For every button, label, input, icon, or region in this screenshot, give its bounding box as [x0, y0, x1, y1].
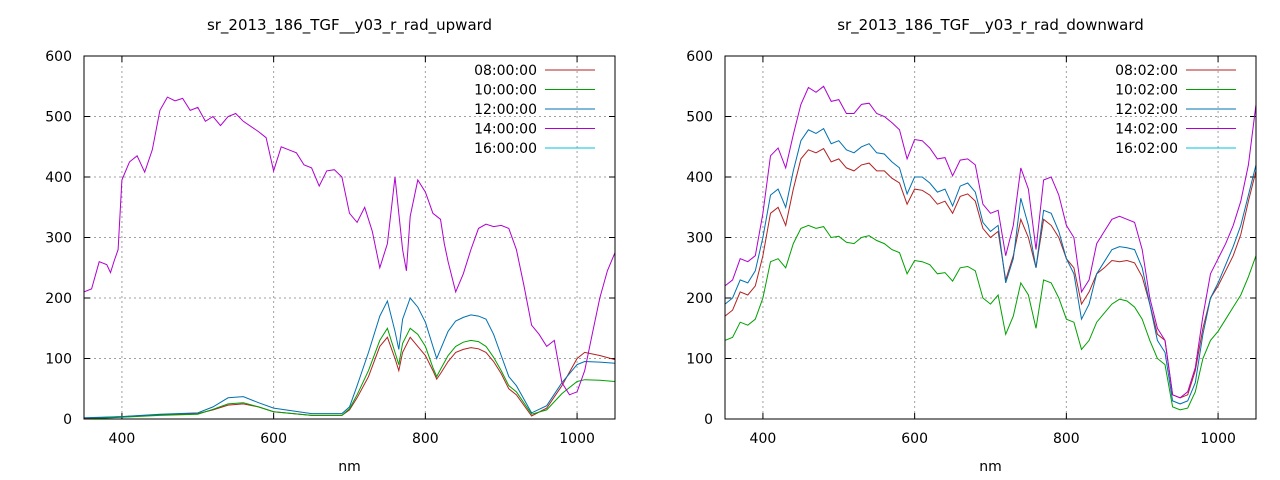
- x-tick-label: 800: [412, 431, 439, 447]
- chart-panel-1: sr_2013_186_TGF__y03_r_rad_upward 400 600 8…: [45, 16, 616, 475]
- y-tick-label: 600: [686, 49, 713, 65]
- y-tick-label: 500: [45, 110, 72, 126]
- x-tick-label: 1000: [1200, 431, 1236, 447]
- legend-label: 16:02:00: [1115, 141, 1178, 157]
- series-group: [84, 96, 615, 419]
- plot-frame: [83, 55, 616, 420]
- series-line-12-02-00: [725, 127, 1256, 405]
- series-line-14-02-00: [725, 85, 1256, 399]
- series-line-12-00-00: [84, 297, 615, 419]
- y-tick-label: 100: [686, 352, 713, 368]
- y-tick-label: 300: [686, 231, 713, 247]
- chart-panel-2: sr_2013_186_TGF__y03_r_rad_downward 400 60…: [686, 16, 1257, 475]
- y-tick-label: 100: [45, 352, 72, 368]
- x-tick-label: 800: [1053, 431, 1080, 447]
- chart-title: sr_2013_186_TGF__y03_r_rad_downward: [837, 16, 1144, 35]
- series-line-08-02-00: [725, 147, 1256, 399]
- legend-label: 10:02:00: [1115, 83, 1178, 99]
- x-tick-label: 600: [260, 431, 287, 447]
- y-tick-label: 200: [45, 291, 72, 307]
- y-tick-label: 200: [686, 291, 713, 307]
- plot-frame: [724, 55, 1257, 420]
- y-tick-label: 600: [45, 49, 72, 65]
- series-line-14-00-00: [84, 96, 615, 396]
- legend-label: 12:02:00: [1115, 102, 1178, 118]
- y-tick-label: 400: [45, 170, 72, 186]
- x-axis-label: nm: [979, 459, 1002, 475]
- legend-label: 14:00:00: [474, 122, 537, 138]
- x-tick-label: 400: [109, 431, 136, 447]
- series-line-10-02-00: [725, 224, 1256, 411]
- legend-label: 10:00:00: [474, 83, 537, 99]
- legend-label: 08:02:00: [1115, 63, 1178, 79]
- x-tick-label: 400: [750, 431, 777, 447]
- y-tick-label: 0: [63, 412, 72, 428]
- x-axis-label: nm: [338, 459, 361, 475]
- legend: 08:00:00 10:00:00 12:00:00 14:00:00 16:00:00: [474, 63, 595, 157]
- legend: 08:02:00 10:02:00 12:02:00 14:02:00 16:02:00: [1115, 63, 1236, 157]
- x-tick-label: 600: [901, 431, 928, 447]
- series-line-10-00-00: [84, 327, 615, 419]
- series-group: [725, 85, 1256, 411]
- legend-label: 08:00:00: [474, 63, 537, 79]
- chart-title: sr_2013_186_TGF__y03_r_rad_upward: [207, 16, 492, 35]
- y-tick-label: 500: [686, 110, 713, 126]
- y-tick-label: 400: [686, 170, 713, 186]
- y-tick-label: 0: [704, 412, 713, 428]
- legend-label: 16:00:00: [474, 141, 537, 157]
- legend-label: 14:02:00: [1115, 122, 1178, 138]
- x-tick-label: 1000: [559, 431, 595, 447]
- y-tick-label: 300: [45, 231, 72, 247]
- legend-label: 12:00:00: [474, 102, 537, 118]
